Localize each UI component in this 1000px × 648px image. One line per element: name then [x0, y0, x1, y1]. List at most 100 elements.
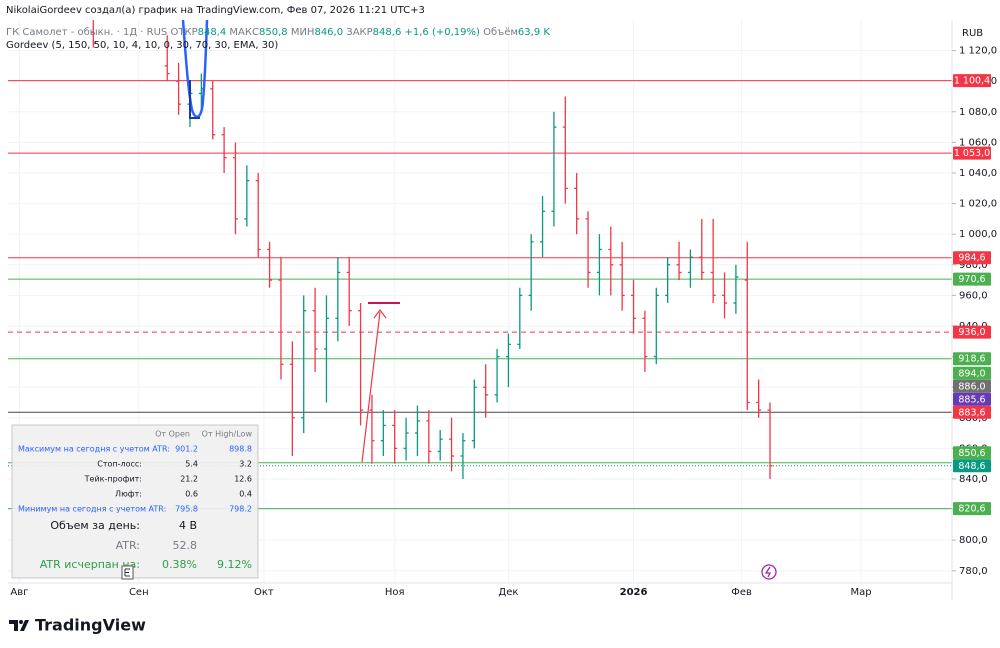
- low: 846,0: [314, 27, 343, 38]
- row-open: 5.4: [185, 460, 198, 469]
- low-label: МИН: [291, 27, 315, 38]
- atr-used-open: 0.38%: [162, 558, 197, 571]
- row-label: Люфт:: [115, 490, 142, 499]
- price-tag-label: 918,6: [958, 354, 985, 365]
- price-tag-label: 883,6: [958, 407, 985, 418]
- price-tag: [953, 405, 991, 419]
- dividend-icon[interactable]: [761, 564, 777, 580]
- change: +1,6 (+0,19%): [405, 27, 481, 38]
- x-tick-label: 2026: [620, 587, 648, 598]
- row-open: 901.2: [175, 445, 198, 454]
- logo-text: TradingView: [35, 616, 146, 635]
- price-tag: [953, 272, 991, 286]
- logo-mark: [19, 620, 23, 624]
- drawing-arrow: [361, 309, 387, 463]
- row-hl: 3.2: [239, 460, 252, 469]
- logo-mark: [9, 620, 29, 631]
- y-tick-label: 840,0: [959, 474, 988, 485]
- price-tag: [953, 459, 991, 473]
- price-tag-label: 886,0: [958, 381, 985, 392]
- dividend-icon-glyph: [764, 566, 772, 578]
- bars: [90, 20, 773, 479]
- x-tick-label: Мар: [850, 587, 871, 598]
- price-tag: [953, 366, 991, 380]
- price-tag: [953, 352, 991, 366]
- price-tag: [953, 325, 991, 339]
- price-tag-label: 1 053,0: [954, 148, 990, 159]
- price-tag: [953, 502, 991, 516]
- volume-value: 4 B: [179, 519, 197, 532]
- y-tick-label: 960,0: [959, 290, 988, 301]
- price-tag: [953, 146, 991, 160]
- row-open: 0.6: [185, 490, 198, 499]
- open-label: ОТКР: [170, 27, 197, 38]
- row-hl: 898.8: [229, 445, 252, 454]
- price-tag-label: 970,6: [958, 274, 985, 285]
- volume: 63,9 K: [518, 27, 550, 38]
- x-tick-label: Авг: [10, 587, 28, 598]
- event-icon-glyph: [124, 568, 130, 577]
- y-tick-label: 980,0: [959, 260, 988, 271]
- price-tag-label: 1 100,4: [954, 76, 990, 87]
- price-tag-label: 984,6: [958, 253, 985, 264]
- row-hl: 12.6: [234, 475, 252, 484]
- y-tick-label: 1 060,0: [959, 137, 997, 148]
- y-tick-label: 780,0: [959, 566, 988, 577]
- y-tick-label: 800,0: [959, 535, 988, 546]
- symbol-legend: ГК Самолет - обыкн. · 1Д · RUS ОТКР848,4…: [6, 27, 550, 38]
- row-hl: 798.2: [229, 505, 252, 514]
- row-label: Максимум на сегодня с учетом ATR:: [18, 445, 170, 454]
- price-tag: [953, 379, 991, 393]
- y-tick-label: 1 080,0: [959, 107, 997, 118]
- row-open: 795.8: [175, 505, 198, 514]
- x-tick-label: Сен: [129, 587, 149, 598]
- close-label: ЗАКР: [346, 27, 372, 38]
- price-tag: [953, 251, 991, 265]
- y-tick-label: 1 020,0: [959, 199, 997, 210]
- price-tag-label: 936,0: [958, 327, 985, 338]
- table-background: [11, 424, 259, 579]
- row-open: 21.2: [180, 475, 198, 484]
- atr-used-label: ATR исчерпан на:: [40, 558, 140, 571]
- y-tick-label: 1 120,0: [959, 46, 997, 57]
- high-label: МАКС: [229, 27, 259, 38]
- price-tag-label: 848,6: [958, 461, 985, 472]
- x-tick-label: Дек: [498, 587, 518, 598]
- open: 848,4: [198, 27, 227, 38]
- price-tag: [953, 74, 991, 88]
- atr-value: 52.8: [173, 539, 198, 552]
- y-tick-label: 1 040,0: [959, 168, 997, 179]
- price-tag: [953, 446, 991, 460]
- symbol: ГК Самолет - обыкн. · 1Д · RUS: [6, 27, 167, 38]
- price-tag: [953, 392, 991, 406]
- table-rows: Максимум на сегодня с учетом ATR: 901.2 89…: [18, 445, 252, 514]
- logo[interactable]: TradingView: [9, 616, 146, 635]
- y-tick-label: 1 000,0: [959, 229, 997, 240]
- close: 848,6: [373, 27, 402, 38]
- volume-label: Объём: [483, 27, 518, 38]
- currency: RUB: [962, 28, 983, 39]
- axes: 780,0800,0820,0840,0860,0880,0900,0920,0…: [10, 46, 997, 598]
- row-label: Стоп-лосс:: [97, 460, 142, 469]
- high: 850,8: [259, 27, 288, 38]
- x-tick-label: Фев: [731, 587, 752, 598]
- atr-label: ATR:: [116, 539, 140, 552]
- row-hl: 0.4: [239, 490, 252, 499]
- drawing-scribble: [189, 80, 200, 119]
- price-tag-label: 850,6: [958, 448, 985, 459]
- x-tick-label: Ноя: [385, 587, 405, 598]
- attribution: NikolaiGordeev создал(а) график на Tradi…: [6, 5, 425, 16]
- column-header: От Open: [155, 430, 190, 439]
- volume-label: Объем за день:: [50, 519, 140, 532]
- indicator: Gordeev (5, 150, 50, 10, 4, 10, 0, 30, 7…: [6, 40, 278, 51]
- row-label: Минимум на сегодня с учетом ATR:: [18, 505, 166, 514]
- row-label: Тейк-профит:: [84, 475, 142, 484]
- price-tag-label: 894,0: [958, 368, 985, 379]
- overlay-table: От Open От High/Low Максимум на сегодня …: [11, 424, 259, 579]
- atr-used-hl: 9.12%: [217, 558, 252, 571]
- x-tick-label: Окт: [254, 587, 274, 598]
- drawing-scribble: [181, 19, 209, 119]
- price-tag-label: 885,6: [958, 394, 985, 405]
- column-header: От High/Low: [202, 430, 253, 439]
